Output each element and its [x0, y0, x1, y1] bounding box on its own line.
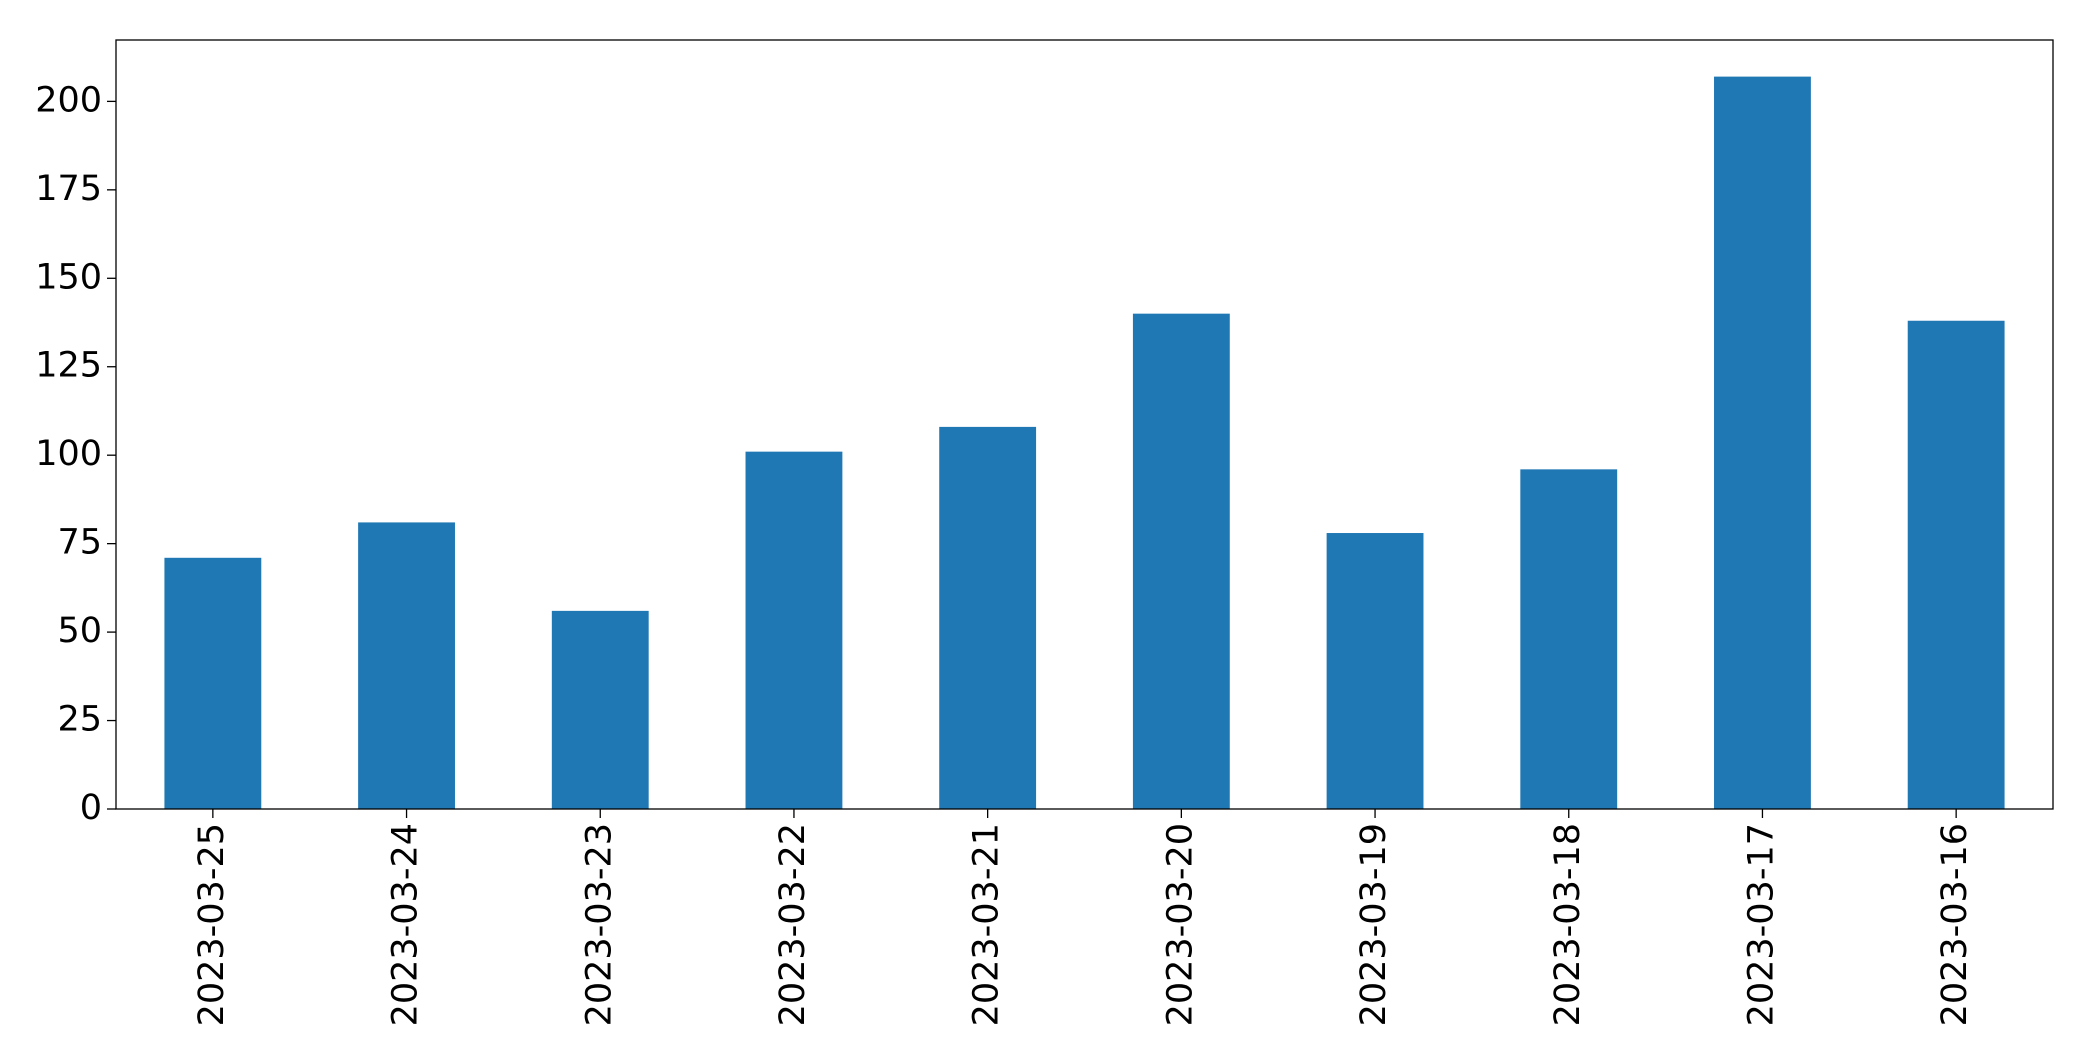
x-tick-label: 2023-03-25 — [192, 823, 232, 1026]
bar — [551, 610, 649, 809]
bar — [1326, 533, 1424, 809]
y-tick-label: 175 — [35, 169, 102, 209]
plot-frame — [115, 39, 2054, 810]
x-tick-label: 2023-03-19 — [1354, 823, 1394, 1026]
y-tick-label: 25 — [57, 700, 102, 740]
x-tick-label: 2023-03-20 — [1160, 823, 1200, 1026]
y-tick-label: 125 — [35, 346, 102, 386]
y-tick-label: 50 — [57, 611, 102, 651]
bar — [358, 522, 455, 809]
bar — [1132, 313, 1230, 809]
x-tick-label: 2023-03-23 — [579, 823, 619, 1026]
y-tick-label: 75 — [57, 523, 102, 563]
bar — [1907, 320, 2005, 809]
x-tick-label: 2023-03-16 — [1935, 823, 1975, 1026]
bar — [1520, 469, 1618, 809]
bar — [164, 557, 262, 809]
y-tick-label: 150 — [35, 257, 102, 297]
y-tick-label: 100 — [35, 434, 102, 474]
bar — [1714, 76, 1811, 810]
bar — [745, 451, 843, 809]
y-tick-label: 0 — [80, 788, 102, 828]
bar — [939, 426, 1037, 809]
y-tick-label: 200 — [35, 80, 102, 120]
x-tick-label: 2023-03-21 — [967, 823, 1007, 1026]
x-tick-label: 2023-03-22 — [773, 823, 813, 1026]
x-tick-label: 2023-03-17 — [1741, 823, 1781, 1026]
x-tick-label: 2023-03-18 — [1548, 823, 1588, 1026]
x-tick-label: 2023-03-24 — [386, 823, 426, 1026]
